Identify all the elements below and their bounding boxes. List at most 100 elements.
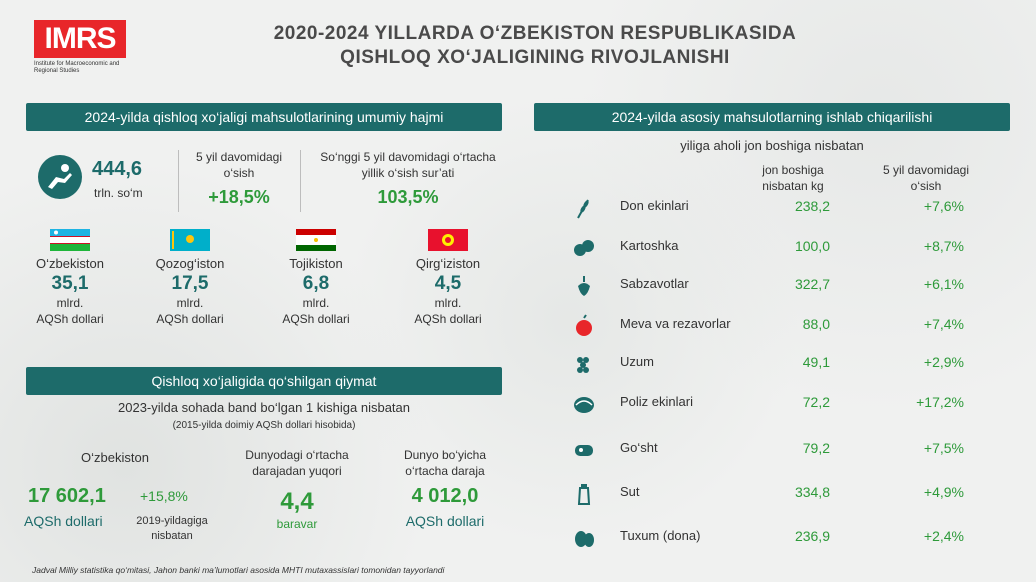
country-unit: AQSh dollari — [282, 312, 350, 326]
tajikistan-flag — [296, 229, 336, 251]
col-header-line: 5 yil davomidagi — [882, 163, 970, 177]
product-growth: +7,4% — [923, 316, 964, 332]
kazakhstan-flag — [170, 229, 210, 251]
product-value: 238,2 — [794, 198, 830, 214]
uz-growth: +15,8% — [140, 488, 188, 504]
world-label-line: o‘rtacha daraja — [405, 464, 485, 478]
product-name: Don ekinlari — [620, 198, 689, 213]
product-name: Go‘sht — [620, 440, 658, 455]
ratio-label-line: Dunyodagi o‘rtacha — [245, 448, 349, 462]
country-name: O‘zbekiston — [36, 256, 104, 271]
product-name: Kartoshka — [620, 238, 679, 253]
meat-icon — [572, 438, 596, 462]
volume-unit: trln. so‘m — [94, 186, 143, 200]
col-header-line: jon boshiga — [762, 163, 824, 177]
product-growth: +6,1% — [923, 276, 964, 292]
product-growth: +7,6% — [923, 198, 964, 214]
product-value: 72,2 — [802, 394, 830, 410]
col-header-kg: jon boshiga nisbatan kg — [730, 162, 856, 194]
uzbekistan-flag — [50, 229, 90, 251]
product-value: 49,1 — [802, 354, 830, 370]
melon-icon — [572, 392, 596, 416]
country-unit: AQSh dollari — [36, 312, 104, 326]
country-value: 6,8 — [302, 273, 330, 294]
ratio-label-line: darajadan yuqori — [252, 464, 342, 478]
page-title: 2020-2024 YILLARDA O‘ZBEKISTON RESPUBLIK… — [200, 22, 870, 70]
country-kg: Qirg‘iziston 4,5 mlrd. AQSh dollari — [388, 256, 508, 327]
footer-source: Jadval Milliy statistika qo‘mitasi, Jaho… — [32, 565, 445, 575]
country-unit: mlrd. — [434, 296, 462, 310]
divider — [178, 150, 179, 212]
col-header-line: o‘sish — [910, 179, 942, 193]
uz-label: O‘zbekiston — [81, 450, 149, 465]
milk-icon — [572, 482, 596, 506]
ratio-label: Dunyodagi o‘rtacha darajadan yuqori — [232, 447, 362, 479]
grape-icon — [572, 352, 596, 376]
country-uz: O‘zbekiston 35,1 mlrd. AQSh dollari — [10, 256, 130, 327]
growth-value: +18,5% — [208, 187, 270, 207]
production-banner: 2024-yilda asosiy mahsulotlarning ishlab… — [534, 103, 1010, 131]
product-growth: +2,4% — [923, 528, 964, 544]
potato-icon — [572, 236, 596, 260]
country-name: Qirg‘iziston — [415, 256, 481, 271]
country-unit: mlrd. — [176, 296, 204, 310]
product-value: 79,2 — [802, 440, 830, 456]
product-name: Sut — [620, 484, 640, 499]
product-value: 322,7 — [794, 276, 830, 292]
uz-unit: AQSh dollari — [24, 513, 103, 529]
ratio-unit: baravar — [276, 517, 318, 531]
vegetable-icon — [572, 274, 596, 298]
product-name: Sabzavotlar — [620, 276, 689, 291]
added-note: (2015-yilda doimiy AQSh dollari hisobida… — [172, 420, 356, 431]
uz-growth-note: 2019-yildagiga nisbatan — [122, 514, 222, 544]
ratio-value: 4,4 — [280, 488, 314, 515]
country-unit: mlrd. — [302, 296, 330, 310]
product-growth: +8,7% — [923, 238, 964, 254]
col-header-growth: 5 yil davomidagi o‘sish — [856, 162, 996, 194]
kyrgyzstan-flag — [428, 229, 468, 251]
world-unit: AQSh dollari — [405, 513, 485, 529]
farmer-icon — [38, 155, 82, 199]
product-name: Poliz ekinlari — [620, 394, 693, 409]
country-value: 4,5 — [434, 273, 462, 294]
growth-note-line: nisbatan — [151, 530, 193, 542]
added-value-banner: Qishloq xo‘jaligida qo‘shilgan qiymat — [26, 367, 502, 395]
product-growth: +2,9% — [923, 354, 964, 370]
product-name: Tuxum (dona) — [620, 528, 701, 543]
logo-subtitle: Institute for Macroeconomic and Regional… — [34, 61, 120, 74]
country-name: Tojikiston — [289, 256, 343, 271]
growth-note-line: 2019-yildagiga — [136, 515, 208, 527]
rate-label: So‘nggi 5 yil davomidagi o‘rtacha yillik… — [320, 150, 496, 180]
title-line-2: QISHLOQ XO‘JALIGINING RIVOJLANISHI — [340, 47, 730, 68]
product-name: Meva va rezavorlar — [620, 316, 731, 331]
wheat-icon — [572, 196, 596, 220]
country-tj: Tojikiston 6,8 mlrd. AQSh dollari — [256, 256, 376, 327]
imrs-logo: IMRS — [34, 20, 126, 58]
product-value: 236,9 — [794, 528, 830, 544]
country-kz: Qozog‘iston 17,5 mlrd. AQSh dollari — [130, 256, 250, 327]
volume-banner: 2024-yilda qishloq xo‘jaligi mahsulotlar… — [26, 103, 502, 131]
rate-value: 103,5% — [377, 187, 439, 207]
production-subtitle: yiliga aholi jon boshiga nisbatan — [680, 138, 864, 153]
country-unit: AQSh dollari — [156, 312, 224, 326]
country-unit: AQSh dollari — [414, 312, 482, 326]
growth-label: 5 yil davomidagi o‘sish — [195, 150, 283, 180]
volume-value: 444,6 — [92, 158, 143, 180]
product-growth: +4,9% — [923, 484, 964, 500]
product-value: 88,0 — [802, 316, 830, 332]
product-growth: +7,5% — [923, 440, 964, 456]
product-growth: +17,2% — [916, 394, 964, 410]
title-line-1: 2020-2024 YILLARDA O‘ZBEKISTON RESPUBLIK… — [273, 23, 797, 44]
product-value: 100,0 — [794, 238, 830, 254]
col-header-line: nisbatan kg — [762, 179, 824, 193]
product-value: 334,8 — [794, 484, 830, 500]
uz-value: 17 602,1 — [28, 485, 106, 507]
country-name: Qozog‘iston — [155, 256, 225, 271]
egg-icon — [572, 526, 596, 550]
country-unit: mlrd. — [56, 296, 84, 310]
country-value: 35,1 — [51, 273, 89, 294]
divider — [300, 150, 301, 212]
country-value: 17,5 — [171, 273, 209, 294]
added-subtitle: 2023-yilda sohada band bo‘lgan 1 kishiga… — [118, 400, 410, 415]
